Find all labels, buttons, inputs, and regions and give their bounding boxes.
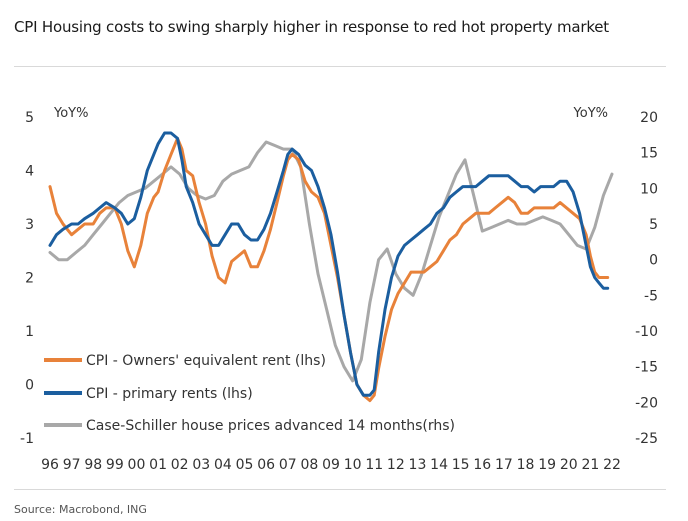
x-tick-label: 09	[322, 457, 340, 473]
x-tick-label: 05	[236, 457, 254, 473]
x-tick-label: 10	[344, 457, 362, 473]
x-tick-label: 08	[300, 457, 318, 473]
x-tick-label: 19	[538, 457, 556, 473]
left-axis: 5 4 3 2 1 0 -1	[20, 110, 34, 447]
top-divider	[14, 66, 666, 67]
x-tick-label: 02	[171, 457, 189, 473]
x-tick-label: 03	[192, 457, 210, 473]
x-tick-label: 06	[257, 457, 275, 473]
chart-title: CPI Housing costs to swing sharply highe…	[14, 18, 609, 36]
x-tick-label: 21	[581, 457, 599, 473]
x-tick-label: 97	[63, 457, 81, 473]
right-tick-label: 15	[640, 146, 658, 162]
x-tick-label: 11	[365, 457, 383, 473]
x-tick-label: 17	[495, 457, 513, 473]
left-tick-label: 0	[25, 378, 34, 394]
left-tick-label: 2	[25, 271, 34, 287]
bottom-divider	[14, 489, 666, 490]
right-tick-label: 20	[640, 110, 658, 126]
x-axis: 96 97 98 99 00 01 02 03 04 05 06 07 08 09 10 11 12 13 14 15…	[41, 457, 621, 473]
right-tick-label: -15	[635, 360, 658, 376]
x-tick-label: 16	[473, 457, 491, 473]
left-tick-label: 1	[25, 324, 34, 340]
legend: CPI - Owners' equivalent rent (lhs) CPI -…	[44, 353, 455, 434]
x-tick-label: 15	[452, 457, 470, 473]
right-tick-label: 0	[649, 253, 658, 269]
x-tick-label: 98	[84, 457, 102, 473]
x-tick-label: 13	[409, 457, 427, 473]
series-line-2	[48, 140, 614, 383]
x-tick-label: 00	[128, 457, 146, 473]
left-tick-label: 3	[25, 217, 34, 233]
right-tick-label: -10	[635, 324, 658, 340]
legend-label-0: CPI - Owners' equivalent rent (lhs)	[86, 353, 326, 369]
x-tick-label: 07	[279, 457, 297, 473]
legend-label-2: Case-Schiller house prices advanced 14 m…	[86, 418, 455, 434]
right-tick-label: -25	[635, 431, 658, 447]
x-tick-label: 12	[387, 457, 405, 473]
x-tick-label: 01	[149, 457, 167, 473]
right-tick-label: 5	[649, 217, 658, 233]
x-tick-label: 99	[106, 457, 124, 473]
x-tick-label: 96	[41, 457, 59, 473]
legend-label-1: CPI - primary rents (lhs)	[86, 386, 253, 402]
source-note: Source: Macrobond, ING	[14, 503, 147, 516]
right-tick-label: 10	[640, 181, 658, 197]
x-tick-label: 18	[517, 457, 535, 473]
left-tick-label: -1	[20, 431, 34, 447]
series-layer	[48, 131, 614, 403]
x-tick-label: 04	[214, 457, 232, 473]
left-tick-label: 5	[25, 110, 34, 126]
x-tick-label: 14	[430, 457, 448, 473]
right-tick-label: -20	[635, 395, 658, 411]
series-line-1	[48, 131, 610, 397]
x-tick-label: 20	[560, 457, 578, 473]
left-tick-label: 4	[25, 164, 34, 180]
left-axis-unit: YoY%	[53, 106, 88, 121]
x-tick-label: 22	[603, 457, 621, 473]
right-axis: 20 15 10 5 0 -5 -10 -15 -20 -25	[635, 110, 658, 447]
right-axis-unit: YoY%	[573, 106, 608, 121]
right-tick-label: -5	[644, 288, 658, 304]
